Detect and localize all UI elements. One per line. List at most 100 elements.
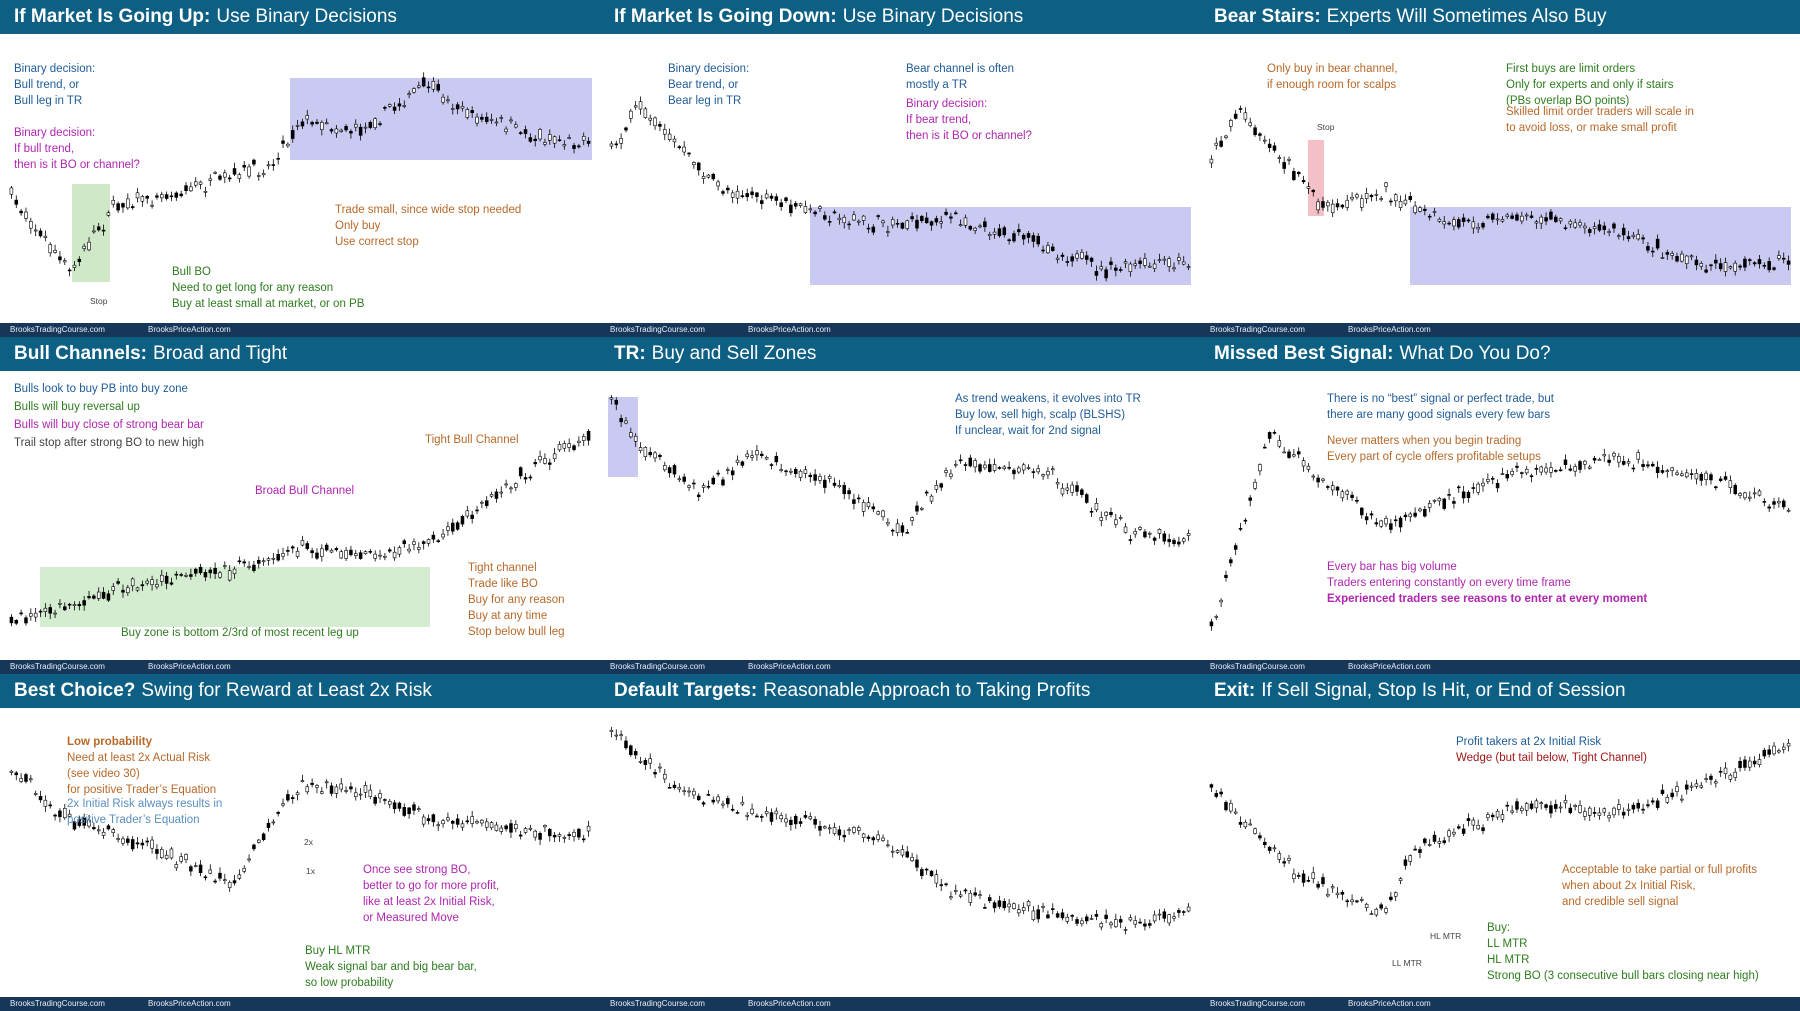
candle-body (808, 208, 813, 211)
candle-body (1248, 122, 1252, 126)
candle-body (1534, 800, 1539, 809)
candle-body (842, 217, 846, 223)
candle-body (740, 461, 745, 466)
candle-body (1738, 493, 1742, 496)
annotation-line: Weak signal bar and big bear bar, (305, 961, 477, 973)
candle-body (1481, 223, 1485, 228)
candle-body (518, 834, 523, 837)
candle-body (354, 792, 358, 797)
candle-body (823, 479, 827, 488)
candle-body (1524, 468, 1529, 474)
candle-body (1510, 470, 1514, 475)
candle-body (803, 206, 808, 213)
candle-body (451, 522, 455, 532)
candle-body (1374, 908, 1379, 916)
candle-body (1520, 215, 1524, 222)
candle-body (774, 196, 779, 201)
candle-body (696, 494, 701, 498)
footer-bar: BrooksTradingCourse.com BrooksPriceAction… (0, 660, 600, 674)
candle-body (140, 842, 145, 846)
candle-body (1114, 267, 1118, 271)
candle-body (1374, 522, 1379, 525)
candle-body (465, 109, 470, 118)
candle-body (750, 455, 754, 458)
candle-body (1786, 509, 1791, 512)
candle-body (677, 478, 682, 481)
candle-body (455, 818, 460, 825)
candle-body (793, 468, 798, 475)
candle-body (1263, 139, 1267, 142)
candle-body (1699, 785, 1704, 788)
candle-body (198, 566, 203, 574)
candle-body (1646, 464, 1650, 467)
candle-body (881, 220, 885, 224)
candle-body (344, 790, 348, 792)
candle-body (973, 227, 977, 231)
candle-body (987, 234, 992, 236)
candle-body (436, 824, 440, 827)
candle-body (1544, 804, 1548, 808)
candle-body (237, 560, 242, 563)
candle-body (1490, 478, 1495, 480)
candle-body (861, 833, 866, 838)
candle-body (1447, 222, 1451, 225)
candle-body (48, 804, 52, 807)
candle-body (87, 241, 91, 251)
candle-body (1384, 518, 1388, 525)
candle-body (1563, 227, 1568, 230)
annotation-line: Use correct stop (335, 236, 419, 248)
candle-body (1781, 257, 1786, 260)
candle-body (1418, 207, 1422, 212)
footer-left: BrooksTradingCourse.com (610, 999, 705, 1008)
candle-body (227, 882, 232, 888)
candle-body (876, 511, 880, 515)
candle-body (1524, 214, 1529, 217)
candle-body (581, 436, 586, 441)
annotation-line: Binary decision: (668, 63, 750, 75)
candle-body (1152, 263, 1157, 269)
candle-body (121, 838, 125, 844)
candle-body (412, 541, 416, 545)
candle-body (38, 796, 43, 801)
candle-body (1393, 194, 1398, 202)
annotation-line: Experienced traders see reasons to enter… (1327, 593, 1648, 605)
candle-body (1389, 200, 1393, 203)
candle-body (866, 502, 871, 508)
candle-body (421, 541, 426, 544)
annotation-line: If bull trend, (14, 143, 75, 155)
annotation-line: Buy: (1487, 922, 1511, 934)
candle-body (798, 203, 803, 206)
candle-body (237, 174, 242, 179)
price-chart (608, 394, 1191, 548)
candle-body (992, 464, 997, 471)
candle-body (145, 840, 149, 843)
candle-body (682, 146, 686, 153)
candle-body (1767, 506, 1771, 509)
candle-body (1017, 229, 1021, 233)
candle-body (692, 482, 696, 485)
candle-body (1655, 800, 1660, 808)
candle-body (1026, 467, 1031, 469)
candle-body (257, 175, 261, 177)
candle-body (581, 136, 586, 141)
candle-body (538, 833, 542, 840)
candle-body (436, 540, 440, 542)
candle-body (1301, 873, 1306, 883)
candle-body (116, 581, 120, 584)
candle-body (33, 793, 38, 795)
candle-body (1704, 269, 1708, 273)
candle-body (1229, 803, 1233, 812)
footer-mid: BrooksPriceAction.com (148, 662, 231, 671)
candle-body (1118, 269, 1123, 271)
candle-body (29, 778, 33, 781)
candle-body (397, 103, 402, 107)
candle-body (397, 547, 402, 555)
candle-body (77, 819, 82, 826)
candle-body (552, 453, 557, 460)
candle-body (1219, 140, 1223, 147)
candle-body (1287, 159, 1291, 161)
candle-body (1355, 194, 1359, 198)
annotation-line: for positive Trader’s Equation (67, 784, 217, 796)
candle-body (1573, 222, 1577, 228)
candle-body (232, 168, 237, 175)
